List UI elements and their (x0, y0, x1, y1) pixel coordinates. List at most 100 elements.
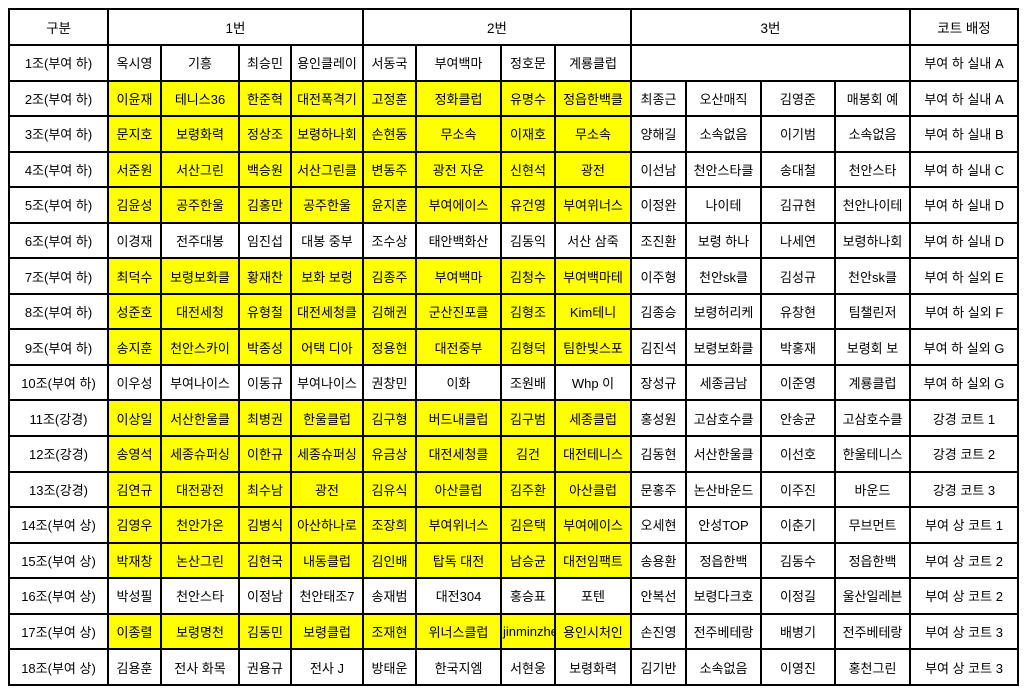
club-cell: 안성TOP (685, 506, 762, 544)
club-cell: 이화 (415, 363, 502, 402)
player-cell: 신현석 (500, 150, 556, 189)
court-cell: 부여 상 코트 2 (909, 577, 1019, 615)
club-cell: 정읍한백클 (554, 79, 632, 118)
player-cell: 이동규 (238, 363, 292, 402)
player-cell: 송재범 (362, 577, 417, 615)
player-cell: 유건영 (500, 186, 556, 224)
club-cell: 오산매직 (685, 79, 762, 118)
header-row: 구분 1번 2번 3번 코트 배정 (8, 8, 1019, 46)
player-cell: 최병권 (238, 399, 292, 438)
table-row: 5조(부여 하) 김윤성 공주한울 김홍만 공주한울 윤지훈 부여에이스 유건영 부여위너스 이정… (8, 186, 1019, 224)
club-cell: 용인클레이 (290, 44, 364, 82)
player-cell: 홍성원 (630, 399, 687, 438)
player-cell: 김영준 (760, 79, 836, 118)
club-cell: 고삼호수클 (685, 399, 762, 438)
header-court: 코트 배정 (909, 8, 1019, 46)
table-row: 12조(강경) 송영석 세종슈퍼싱 이한규 세종슈퍼싱 유금상 대전세청클 김건 대전테니스 김동… (8, 435, 1019, 473)
player-cell: 최종근 (630, 79, 687, 118)
player-cell: 배병기 (760, 612, 836, 651)
club-cell: 논산그린 (160, 541, 240, 580)
player-cell: 유명수 (500, 79, 556, 118)
player-cell: 이종렬 (107, 612, 162, 651)
club-cell: 내동클럽 (290, 541, 364, 580)
player-cell: 박재창 (107, 541, 162, 580)
player-cell: 성준호 (107, 292, 162, 331)
group-assignment-sheet: 구분 1번 2번 3번 코트 배정 1조(부여 하) 옥시영 기흥 최승민 용인클레이 서… (8, 8, 1019, 686)
club-cell: 서산한울클 (685, 435, 762, 473)
club-cell: 세종슈퍼싱 (160, 435, 240, 473)
club-cell: 홍천그린 (834, 648, 911, 686)
table-row: 4조(부여 하) 서준원 서산그린 백승원 서산그린클 변동주 광전 자운 신현석 광전 이선남 천… (8, 150, 1019, 189)
table-row: 14조(부여 상) 김영우 천안가온 김병식 아산하나로 조장희 부여위너스 김은택 부여에이스… (8, 506, 1019, 544)
court-cell: 부여 하 실외 E (909, 257, 1019, 295)
player-cell: 송영석 (107, 435, 162, 473)
club-cell: 계룡클럽 (834, 363, 911, 402)
player-cell: 이한규 (238, 435, 292, 473)
court-cell: 부여 상 코트 1 (909, 506, 1019, 544)
club-cell: 바운드 (834, 470, 911, 509)
player-cell: 김윤성 (107, 186, 162, 224)
player-cell: 양해길 (630, 115, 687, 153)
player-cell: 이경재 (107, 221, 162, 260)
table-row: 15조(부여 상) 박재창 논산그린 김현국 내동클럽 김인배 탑독 대전 남승균 대전임팩트 송… (8, 541, 1019, 580)
player-cell: 문지호 (107, 115, 162, 153)
club-cell: Whp 이 (554, 363, 632, 402)
group-label-cell: 17조(부여 상) (8, 612, 109, 651)
club-cell: 아산클럽 (554, 470, 632, 509)
player-cell: 송지훈 (107, 328, 162, 366)
header-entry2: 2번 (362, 8, 632, 46)
club-cell: 부여위너스 (415, 506, 502, 544)
player-cell: 김동수 (760, 541, 836, 580)
club-cell: 대전테니스 (554, 435, 632, 473)
player-cell: 박종성 (238, 328, 292, 366)
club-cell: 한울클럽 (290, 399, 364, 438)
club-cell: 보령클럽 (290, 612, 364, 651)
court-cell: 부여 하 실내 A (909, 44, 1019, 82)
player-cell: 한준혁 (238, 79, 292, 118)
club-cell: 태안백화산 (415, 221, 502, 260)
header-group: 구분 (8, 8, 109, 46)
player-cell: 김규현 (760, 186, 836, 224)
club-cell: 부여백마 (415, 257, 502, 295)
player-cell: 정호문 (500, 44, 556, 82)
player-cell: 김병식 (238, 506, 292, 544)
group-label-cell: 1조(부여 하) (8, 44, 109, 82)
player-cell: 이주형 (630, 257, 687, 295)
club-cell: 군산진포클 (415, 292, 502, 331)
table-row: 7조(부여 하) 최덕수 보령보화클 황재찬 보화 보령 김종주 부여백마 김청수 부여백마테 이… (8, 257, 1019, 295)
table-row: 11조(강경) 이상일 서산한울클 최병권 한울클럽 김구형 버드내클럽 김구범 세종클럽 홍성원… (8, 399, 1019, 438)
club-cell: 무소속 (554, 115, 632, 153)
court-cell: 부여 상 코트 3 (909, 612, 1019, 651)
group-label-cell: 5조(부여 하) (8, 186, 109, 224)
court-cell: 부여 상 코트 2 (909, 541, 1019, 580)
club-cell: 대전중부 (415, 328, 502, 366)
player-cell: 김동익 (500, 221, 556, 260)
club-cell: 전사 화목 (160, 648, 240, 686)
club-cell: 어택 디아 (290, 328, 364, 366)
club-cell: 천안스타클 (685, 150, 762, 189)
player-cell: 이정길 (760, 577, 836, 615)
club-cell: 대전임팩트 (554, 541, 632, 580)
table-row: 8조(부여 하) 성준호 대전세청 유형철 대전세청클 김해권 군산진포클 김형조 Kim테니 김… (8, 292, 1019, 331)
player-cell: 박홍재 (760, 328, 836, 366)
club-cell: 보령하나회 (834, 221, 911, 260)
table-row: 17조(부여 상) 이종렬 보령명천 김동민 보령클럽 조재현 위너스클럽 jinminzhe… (8, 612, 1019, 651)
club-cell: 서산 삼죽 (554, 221, 632, 260)
group-assignment-table: 구분 1번 2번 3번 코트 배정 1조(부여 하) 옥시영 기흥 최승민 용인클레이 서… (8, 8, 1019, 686)
club-cell: 보령보화클 (685, 328, 762, 366)
club-cell: 공주한울 (160, 186, 240, 224)
player-cell: 이윤재 (107, 79, 162, 118)
player-cell: 김은택 (500, 506, 556, 544)
player-cell: 정용현 (362, 328, 417, 366)
club-cell: 논산바운드 (685, 470, 762, 509)
court-cell: 부여 하 실내 D (909, 186, 1019, 224)
player-cell: 이상일 (107, 399, 162, 438)
club-cell: 전주베테랑 (834, 612, 911, 651)
court-cell: 부여 하 실내 A (909, 79, 1019, 118)
player-cell: 송대철 (760, 150, 836, 189)
player-cell: 김건 (500, 435, 556, 473)
player-cell: 유창현 (760, 292, 836, 331)
player-cell: 이춘기 (760, 506, 836, 544)
group-label-cell: 6조(부여 하) (8, 221, 109, 260)
club-cell: 정읍한백 (834, 541, 911, 580)
